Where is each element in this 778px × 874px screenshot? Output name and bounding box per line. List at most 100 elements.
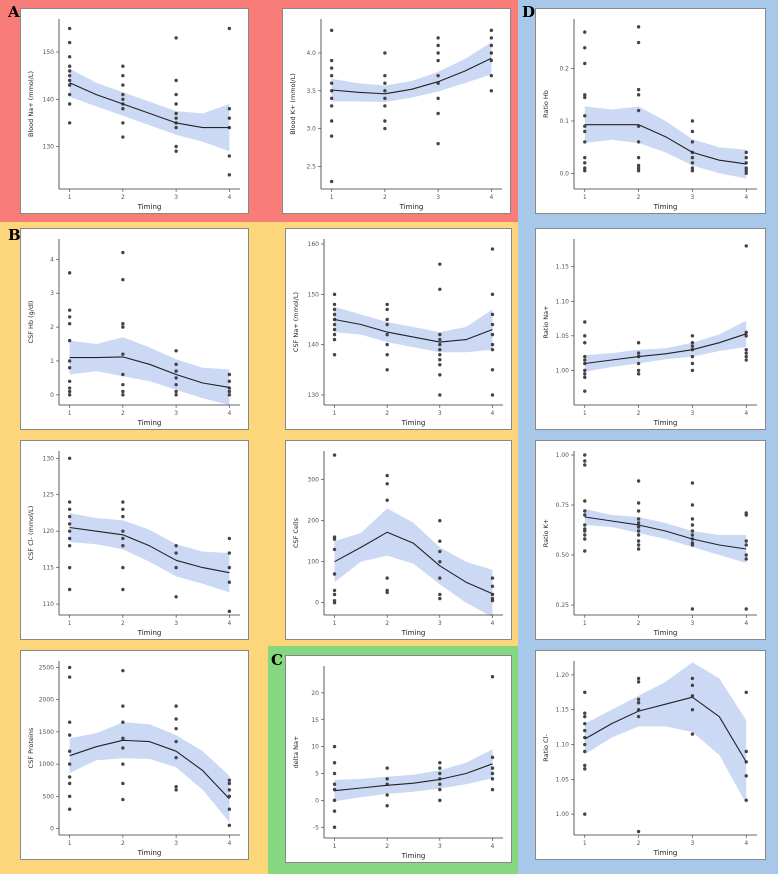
csf-cl-x-tick-label: 4 [227,620,231,627]
csf-cells-data-point [385,482,389,486]
delta-na-data-point [490,777,495,781]
csf-na-data-point [438,373,442,377]
blood-k-data-point [436,141,440,146]
blood-k-data-point [383,126,387,131]
ratio-na-confidence-band [584,320,747,372]
csf-hb-x-axis-label: Timing [137,419,162,427]
csf-cl-data-point [121,529,125,533]
delta-na-x-tick-label: 3 [438,843,442,850]
blood-na-data-point [121,135,125,139]
csf-proteins-data-point [121,797,125,802]
ratio-hb-trend-line [584,124,747,165]
csf-na-data-point [332,352,337,357]
csf-hb-data-point [121,277,125,282]
csf-hb-data-point [121,372,125,377]
csf-na-x-tick-label: 1 [333,410,337,417]
csf-cl-data-point [121,565,125,570]
csf-na-y-tick-label: 160 [308,241,320,248]
ratio-na-data-point [583,375,587,380]
ratio-cl-data-point [583,711,587,715]
ratio-hb-data-point [583,161,587,165]
delta-na-x-tick-label: 1 [333,843,337,850]
blood-k-data-point [329,58,334,63]
csf-hb-data-point [227,372,232,377]
csf-cl-y-tick-label: 110 [43,601,55,608]
ratio-na-data-point [744,358,748,362]
csf-hb-x-tick-label: 3 [174,410,178,417]
csf-cl-data-point [121,507,125,512]
csf-cells-data-point [438,576,442,580]
csf-na-data-point [385,342,389,347]
ratio-hb-data-point [583,168,587,173]
blood-na-trend-line [69,82,230,129]
blood-na-data-point [67,69,72,73]
blood-k-data-point [329,104,334,108]
csf-cells-y-axis-label: CSF Cells [292,517,300,548]
ratio-cl-data-point [636,714,641,719]
csf-na-y-tick-label: 140 [308,342,320,349]
csf-na-data-point [332,312,337,317]
blood-na-data-point [67,26,72,31]
ratio-k-data-point [636,547,641,551]
csf-proteins-data-point [67,807,72,811]
delta-na-data-point [385,793,389,797]
ratio-k-svg: 0.25 0.50 0.75 1.00 1 2 3 4 Timing Ratio K+ [542,451,757,637]
csf-cells-data-point [490,576,495,580]
csf-cells-data-point [332,588,337,593]
chart-blood-na: 130 140 150 1 2 3 4 Timing Blood Na+ (mmol/L) [20,8,249,214]
ratio-na-data-point [583,372,587,376]
csf-proteins-data-point [121,720,125,724]
csf-hb-data-point [174,389,178,394]
blood-k-svg: 2.5 3.0 3.5 4.0 1 2 3 4 Timing Blood K+ (mmol/L) [289,19,502,211]
delta-na-svg: -5 0 5 10 15 20 1 2 3 4 Timing delta Na+ [292,666,503,860]
blood-na-data-point [174,125,178,130]
csf-cells-data-point [385,590,389,595]
csf-na-data-point [385,307,389,312]
ratio-cl-y-tick-label: 1.15 [556,707,570,714]
ratio-cl-data-point [690,694,695,698]
csf-hb-data-point [67,338,72,343]
csf-na-y-tick-label: 130 [308,392,320,399]
ratio-cl-data-point [583,714,587,719]
blood-na-data-point [67,73,72,78]
ratio-hb-data-point [583,166,587,170]
ratio-cl-data-point [583,742,587,747]
csf-na-y-tick-label: 150 [308,291,320,298]
csf-cells-data-point [332,572,337,576]
delta-na-x-tick-label: 2 [385,843,389,850]
delta-na-data-point [385,804,389,808]
ratio-k-x-tick-label: 1 [583,620,587,627]
blood-k-x-tick-label: 1 [330,194,334,201]
csf-na-data-point [385,368,389,372]
csf-cl-data-point [67,587,72,592]
blood-na-y-tick-label: 130 [43,144,55,151]
csf-hb-data-point [174,393,178,397]
csf-cl-data-point [227,551,232,555]
csf-cells-x-axis-label: Timing [401,629,426,637]
csf-na-data-point [490,322,495,327]
ratio-na-x-tick-label: 2 [637,410,641,417]
blood-k-data-point [489,73,494,78]
blood-k-y-tick-label: 3.0 [306,126,316,133]
blood-na-data-point [121,97,125,101]
csf-na-data-point [385,332,389,337]
ratio-cl-y-tick-label: 1.05 [556,776,570,783]
csf-proteins-x-tick-label: 2 [121,840,125,847]
blood-k-data-point [383,81,387,85]
ratio-na-data-point [583,368,587,373]
ratio-k-x-tick-label: 2 [637,620,641,627]
ratio-k-x-tick-label: 4 [744,620,748,627]
ratio-cl-data-point [690,676,695,681]
delta-na-data-point [438,771,442,776]
csf-proteins-data-point [121,781,125,786]
blood-k-y-tick-label: 4.0 [306,50,316,57]
ratio-na-data-point [583,341,587,345]
blood-k-data-point [489,58,494,63]
ratio-hb-data-point [690,140,695,144]
ratio-k-data-point [744,607,748,611]
csf-cells-y-tick-label: 0 [315,600,319,607]
ratio-cl-data-point [690,683,695,688]
blood-k-y-axis-label: Blood K+ (mmol/L) [289,73,297,135]
blood-k-data-point [329,73,334,78]
ratio-hb-x-tick-label: 2 [637,194,641,201]
